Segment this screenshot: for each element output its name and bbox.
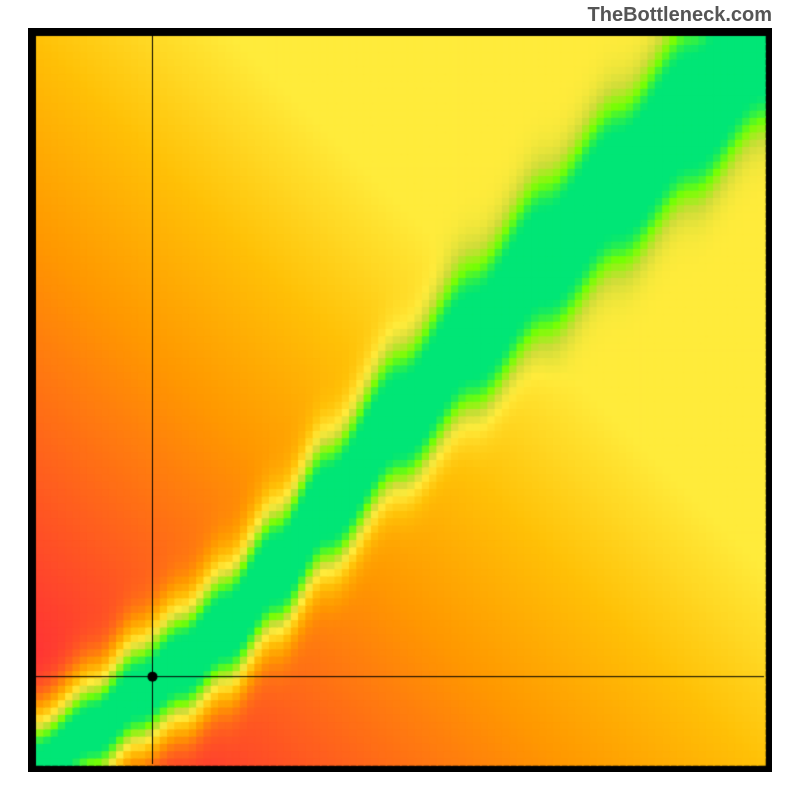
heatmap-chart (28, 28, 772, 772)
watermark-text: TheBottleneck.com (588, 4, 772, 27)
